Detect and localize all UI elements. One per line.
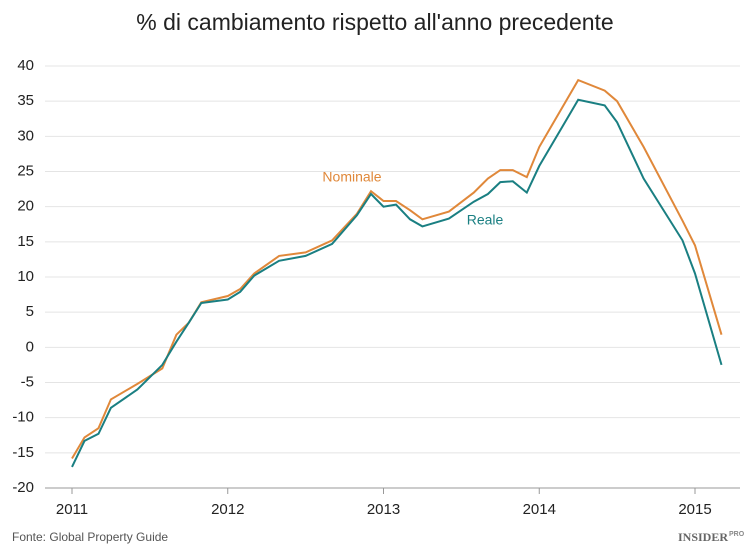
y-tick-label: 25 <box>17 162 34 179</box>
brand-suffix: PRO <box>729 531 745 538</box>
y-tick-label: 30 <box>17 127 34 144</box>
y-tick-label: 5 <box>26 303 34 320</box>
y-tick-label: 15 <box>17 233 34 250</box>
y-tick-label: -10 <box>12 409 34 426</box>
y-tick-label: 35 <box>17 92 34 109</box>
chart-title: % di cambiamento rispetto all'anno prece… <box>136 9 613 35</box>
source: Fonte: Global Property Guide <box>12 530 168 544</box>
y-tick-label: -20 <box>12 479 34 496</box>
x-tick-label: 2012 <box>211 501 244 518</box>
x-tick-label: 2015 <box>678 501 711 518</box>
y-tick-label: 40 <box>17 57 34 74</box>
y-tick-label: -5 <box>21 373 34 390</box>
brand: INSIDER <box>678 530 728 544</box>
x-tick-label: 2014 <box>523 501 556 518</box>
series-label: Reale <box>467 212 504 228</box>
y-tick-label: 20 <box>17 198 34 215</box>
x-tick-label: 2011 <box>56 501 88 518</box>
x-tick-label: 2013 <box>367 501 400 518</box>
y-tick-label: -15 <box>12 444 34 461</box>
y-tick-label: 0 <box>26 338 34 355</box>
y-tick-label: 10 <box>17 268 34 285</box>
series-label: Nominale <box>322 169 381 185</box>
series-line <box>71 78 723 460</box>
series-line <box>71 98 723 468</box>
